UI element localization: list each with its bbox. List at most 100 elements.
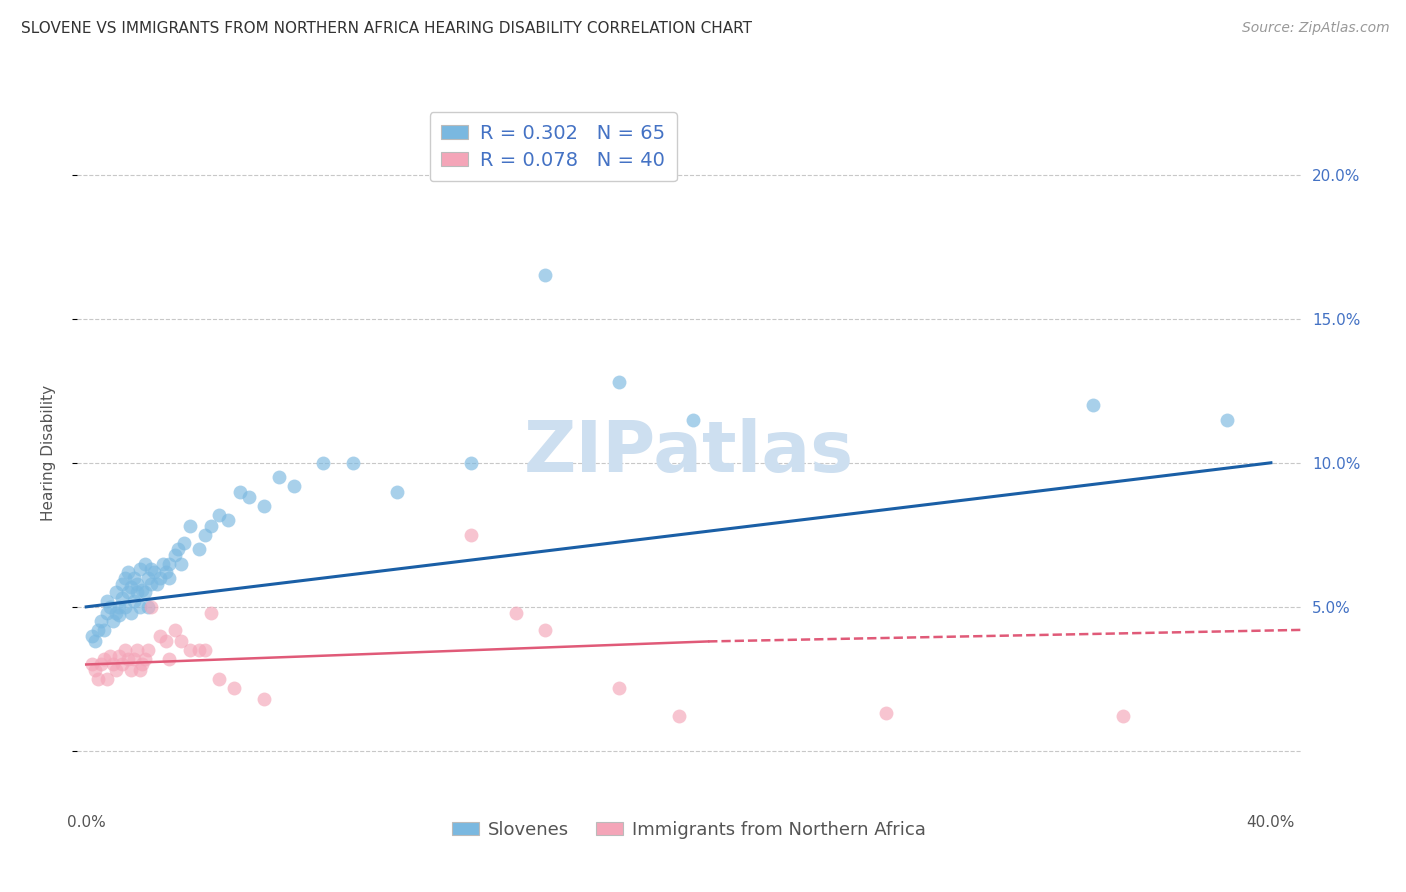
Point xyxy=(152,557,174,571)
Point xyxy=(505,606,527,620)
Point xyxy=(111,591,134,606)
Point xyxy=(87,623,110,637)
Point xyxy=(460,528,482,542)
Point xyxy=(146,576,169,591)
Point xyxy=(96,594,118,608)
Point xyxy=(668,709,690,723)
Point xyxy=(165,548,187,562)
Point xyxy=(107,599,129,614)
Point xyxy=(122,594,145,608)
Point xyxy=(98,648,121,663)
Point xyxy=(134,651,156,665)
Point xyxy=(173,536,195,550)
Point xyxy=(96,606,118,620)
Point xyxy=(104,585,127,599)
Text: SLOVENE VS IMMIGRANTS FROM NORTHERN AFRICA HEARING DISABILITY CORRELATION CHART: SLOVENE VS IMMIGRANTS FROM NORTHERN AFRI… xyxy=(21,21,752,36)
Point xyxy=(107,608,129,623)
Point xyxy=(104,663,127,677)
Point xyxy=(98,599,121,614)
Point xyxy=(128,663,150,677)
Point xyxy=(131,657,153,672)
Point xyxy=(131,582,153,597)
Point xyxy=(875,706,897,721)
Point xyxy=(179,643,201,657)
Point xyxy=(134,557,156,571)
Point xyxy=(607,375,630,389)
Point xyxy=(125,585,148,599)
Point xyxy=(229,484,252,499)
Point xyxy=(253,499,276,513)
Point xyxy=(534,623,557,637)
Point xyxy=(155,634,177,648)
Point xyxy=(141,599,163,614)
Point xyxy=(170,557,193,571)
Point xyxy=(90,657,112,672)
Point xyxy=(141,576,163,591)
Point xyxy=(111,576,134,591)
Point xyxy=(125,576,148,591)
Point xyxy=(194,643,217,657)
Point xyxy=(187,542,209,557)
Legend: Slovenes, Immigrants from Northern Africa: Slovenes, Immigrants from Northern Afric… xyxy=(444,814,934,847)
Point xyxy=(187,643,209,657)
Point xyxy=(114,599,136,614)
Point xyxy=(1083,398,1105,412)
Text: ZIPatlas: ZIPatlas xyxy=(524,418,853,487)
Point xyxy=(217,513,239,527)
Point xyxy=(122,651,145,665)
Point xyxy=(87,672,110,686)
Point xyxy=(194,528,217,542)
Point xyxy=(111,657,134,672)
Point xyxy=(128,599,150,614)
Point xyxy=(96,672,118,686)
Point xyxy=(200,606,222,620)
Point xyxy=(138,571,160,585)
Point xyxy=(120,663,142,677)
Point xyxy=(93,651,115,665)
Point xyxy=(90,614,112,628)
Point xyxy=(267,470,290,484)
Point xyxy=(120,606,142,620)
Point xyxy=(208,672,231,686)
Point xyxy=(93,623,115,637)
Point xyxy=(101,614,124,628)
Point xyxy=(128,562,150,576)
Point xyxy=(607,681,630,695)
Point xyxy=(1215,412,1237,426)
Point xyxy=(107,648,129,663)
Point xyxy=(117,585,139,599)
Point xyxy=(460,456,482,470)
Point xyxy=(387,484,409,499)
Point xyxy=(157,651,180,665)
Point xyxy=(84,634,107,648)
Point xyxy=(167,542,190,557)
Point xyxy=(312,456,335,470)
Point xyxy=(104,606,127,620)
Point xyxy=(155,566,177,580)
Point xyxy=(101,657,124,672)
Point xyxy=(283,479,305,493)
Point xyxy=(114,571,136,585)
Point xyxy=(238,491,260,505)
Point xyxy=(1112,709,1135,723)
Point xyxy=(122,571,145,585)
Point xyxy=(157,571,180,585)
Point xyxy=(170,634,193,648)
Point xyxy=(138,643,160,657)
Point xyxy=(125,643,148,657)
Point xyxy=(534,268,557,283)
Point xyxy=(117,566,139,580)
Point xyxy=(149,629,172,643)
Point xyxy=(224,681,246,695)
Point xyxy=(200,519,222,533)
Point xyxy=(157,557,180,571)
Point xyxy=(117,651,139,665)
Point xyxy=(682,412,704,426)
Point xyxy=(82,657,104,672)
Point xyxy=(138,599,160,614)
Point xyxy=(82,629,104,643)
Point xyxy=(208,508,231,522)
Point xyxy=(253,692,276,706)
Text: Source: ZipAtlas.com: Source: ZipAtlas.com xyxy=(1241,21,1389,35)
Point xyxy=(141,562,163,576)
